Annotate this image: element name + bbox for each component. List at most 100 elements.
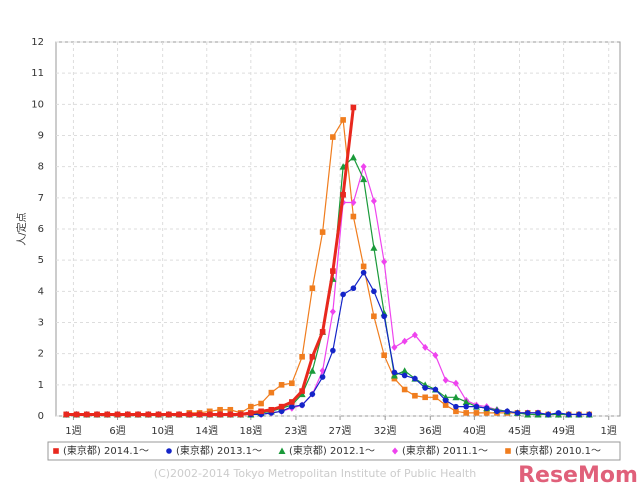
point xyxy=(289,380,295,387)
y-tick-label: 1 xyxy=(38,380,44,391)
point xyxy=(309,391,316,397)
point xyxy=(330,268,336,274)
point xyxy=(330,134,336,140)
legend-label: (東京都) 2011.1〜 xyxy=(402,444,488,457)
x-tick-label: 1週 xyxy=(601,425,617,437)
point xyxy=(145,411,152,418)
point xyxy=(63,411,70,418)
x-tick-label: 49週 xyxy=(552,425,575,437)
point xyxy=(248,410,254,416)
point xyxy=(166,411,172,418)
point xyxy=(360,269,367,276)
point xyxy=(381,258,388,266)
x-tick-label: 10週 xyxy=(151,425,174,437)
point xyxy=(565,411,572,418)
point xyxy=(452,379,459,387)
point xyxy=(350,104,357,111)
point xyxy=(176,411,182,418)
point xyxy=(258,408,264,415)
point xyxy=(340,291,346,298)
x-tick-label: 18週 xyxy=(239,425,262,437)
legend-label: (東京都) 2010.1〜 xyxy=(515,444,601,457)
y-tick-label: 0 xyxy=(38,411,44,422)
point xyxy=(586,411,593,418)
point xyxy=(390,371,398,379)
footer: (C)2002-2014 Tokyo Metropolitan Institut… xyxy=(154,467,476,480)
point xyxy=(278,382,285,388)
point xyxy=(391,343,398,351)
y-tick-label: 2 xyxy=(38,349,44,360)
point xyxy=(308,367,316,374)
point xyxy=(463,403,469,410)
point xyxy=(576,411,582,418)
point xyxy=(422,343,429,351)
point xyxy=(483,410,490,416)
point xyxy=(371,288,377,295)
point xyxy=(83,411,90,418)
x-tick-label: 1週 xyxy=(65,425,81,437)
point xyxy=(524,410,531,416)
point xyxy=(412,392,418,399)
point xyxy=(124,411,131,418)
point xyxy=(278,408,285,415)
point xyxy=(473,410,480,416)
point xyxy=(53,448,59,454)
point xyxy=(391,375,398,382)
y-axis-label: 人/定点 xyxy=(15,212,28,245)
y-tick-label: 9 xyxy=(38,131,44,142)
point xyxy=(442,402,449,408)
y-tick-label: 12 xyxy=(31,37,44,48)
watermark: ReseMom xyxy=(518,463,638,488)
series xyxy=(63,104,357,418)
point xyxy=(268,406,275,413)
point xyxy=(340,117,346,123)
point xyxy=(350,199,357,207)
point xyxy=(350,213,357,220)
legend-label: (東京都) 2012.1〜 xyxy=(289,444,375,457)
point xyxy=(278,447,286,454)
point xyxy=(442,376,449,384)
point xyxy=(432,386,439,393)
point xyxy=(411,331,418,339)
x-tick-label: 23週 xyxy=(285,425,308,437)
y-tick-label: 10 xyxy=(31,99,44,110)
point xyxy=(268,389,275,396)
x-tick-label: 40週 xyxy=(463,425,486,437)
point xyxy=(370,197,377,205)
point xyxy=(371,313,377,320)
point xyxy=(401,337,408,345)
legend-label: (東京都) 2013.1〜 xyxy=(176,444,262,457)
point xyxy=(258,400,264,407)
point xyxy=(196,411,203,418)
y-tick-label: 5 xyxy=(38,255,44,266)
point xyxy=(381,352,387,359)
point xyxy=(514,410,521,416)
point xyxy=(432,351,439,359)
point xyxy=(227,411,234,418)
point xyxy=(401,386,408,393)
point xyxy=(207,411,213,418)
point xyxy=(166,448,172,454)
point xyxy=(237,411,244,418)
point xyxy=(452,393,460,401)
point xyxy=(412,375,418,382)
point xyxy=(422,394,428,401)
y-tick-label: 7 xyxy=(38,193,44,204)
point xyxy=(349,153,357,161)
point xyxy=(299,388,305,394)
point xyxy=(155,411,162,418)
x-tick-label: 14週 xyxy=(195,425,218,437)
point xyxy=(555,410,562,416)
y-tick-label: 11 xyxy=(31,68,44,79)
y-tick-label: 6 xyxy=(38,224,44,235)
point xyxy=(453,408,459,415)
point xyxy=(299,402,305,408)
point xyxy=(298,390,306,398)
point xyxy=(104,411,111,418)
point xyxy=(248,403,254,410)
point xyxy=(442,397,449,404)
point xyxy=(360,163,367,171)
point xyxy=(73,411,80,418)
point xyxy=(329,308,336,316)
